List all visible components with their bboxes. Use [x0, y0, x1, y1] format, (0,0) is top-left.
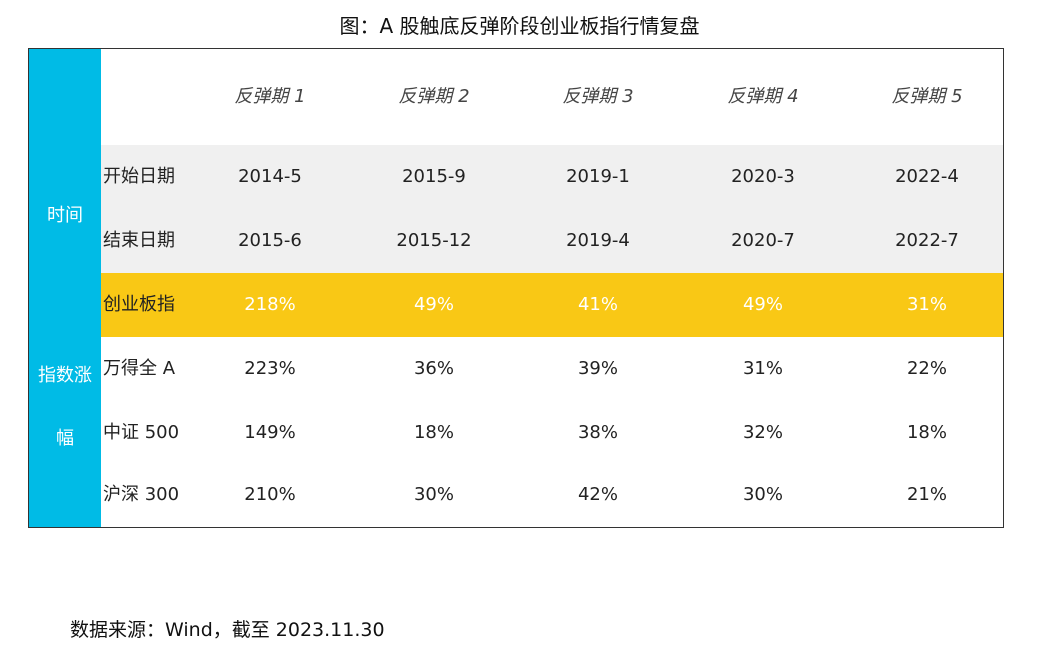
- table-cell: 21%: [906, 484, 947, 505]
- table-cell: 39%: [577, 358, 618, 379]
- row-label: 中证 500: [103, 422, 180, 443]
- header-cell: 反弹期 2: [398, 86, 470, 107]
- row-label: 创业板指: [103, 294, 175, 315]
- table-cell: 2022-4: [895, 166, 959, 187]
- table-row-highlighted: 创业板指 218% 49% 41% 49% 31%: [101, 273, 1003, 337]
- header-cell: 反弹期 4: [727, 86, 799, 107]
- table-row: 沪深 300 210% 30% 42% 30% 21%: [101, 463, 1003, 527]
- table-cell: 22%: [906, 358, 947, 379]
- table-cell: 18%: [413, 422, 454, 443]
- row-label: 结束日期: [103, 230, 175, 251]
- table-cell: 49%: [413, 294, 454, 315]
- table-cell: 49%: [742, 294, 783, 315]
- table-cell: 18%: [906, 422, 947, 443]
- table-cell: 2020-7: [731, 230, 795, 251]
- table-row: 结束日期 2015-6 2015-12 2019-4 2020-7 2022-7: [101, 209, 1003, 273]
- table-row: 万得全 A 223% 36% 39% 31% 22%: [101, 337, 1003, 401]
- side-label-gain-line1: 指数涨: [38, 365, 92, 386]
- header-cell: 反弹期 1: [234, 86, 306, 107]
- side-label-time: 时间: [47, 205, 83, 226]
- table-cell: 31%: [906, 294, 947, 315]
- table-cell: 2014-5: [238, 166, 302, 187]
- table-cell: 149%: [244, 422, 296, 443]
- table-row: 中证 500 149% 18% 38% 32% 18%: [101, 401, 1003, 465]
- data-source-note: 数据来源：Wind，截至 2023.11.30: [70, 619, 385, 641]
- table-cell: 41%: [577, 294, 618, 315]
- table-cell: 36%: [413, 358, 454, 379]
- page-title: 图：A 股触底反弹阶段创业板指行情复盘: [339, 14, 700, 38]
- table-cell: 2022-7: [895, 230, 959, 251]
- table-cell: 38%: [577, 422, 618, 443]
- table-cell: 210%: [244, 484, 296, 505]
- table-cell: 223%: [244, 358, 296, 379]
- table-cell: 30%: [742, 484, 783, 505]
- row-label: 沪深 300: [103, 484, 180, 505]
- table-cell: 2019-4: [566, 230, 630, 251]
- table-cell: 30%: [413, 484, 454, 505]
- table-cell: 42%: [577, 484, 618, 505]
- side-label-gain-line2: 幅: [56, 428, 74, 449]
- side-header-column: 时间 指数涨 幅: [29, 49, 101, 527]
- table-cell: 2015-6: [238, 230, 302, 251]
- row-label: 开始日期: [103, 166, 175, 187]
- header-row: 反弹期 1 反弹期 2 反弹期 3 反弹期 4 反弹期 5: [101, 49, 1003, 145]
- table-cell: 2015-12: [396, 230, 472, 251]
- table-cell: 2020-3: [731, 166, 795, 187]
- table-row: 开始日期 2014-5 2015-9 2019-1 2020-3 2022-4: [101, 145, 1003, 209]
- row-label: 万得全 A: [103, 358, 176, 379]
- rebound-table: 时间 指数涨 幅 反弹期 1 反弹期 2 反弹期 3 反弹期 4 反弹期 5 开…: [28, 48, 1004, 528]
- table-cell: 31%: [742, 358, 783, 379]
- header-cell: 反弹期 3: [562, 86, 634, 107]
- table-cell: 2019-1: [566, 166, 630, 187]
- table-cell: 2015-9: [402, 166, 466, 187]
- header-cell: 反弹期 5: [891, 86, 963, 107]
- table-cell: 218%: [244, 294, 296, 315]
- table-cell: 32%: [742, 422, 783, 443]
